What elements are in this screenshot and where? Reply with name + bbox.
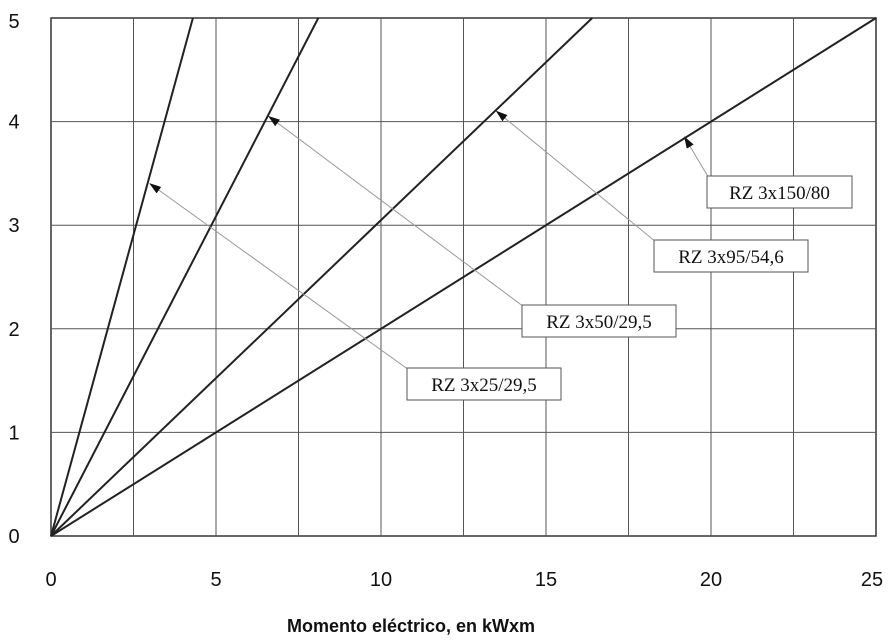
series-label: RZ 3x50/29,5 (546, 312, 652, 333)
series-line (50, 17, 877, 537)
annotation-box (706, 175, 853, 209)
annotation-box (653, 239, 809, 273)
y-tick-labels: 0 1 2 3 4 5 (8, 11, 19, 548)
annotation-box (521, 304, 677, 338)
y-tick-label: 2 (8, 319, 19, 341)
series-label: RZ 3x150/80 (729, 183, 830, 204)
annotation-box (406, 367, 562, 401)
series-line (50, 17, 593, 537)
x-tick-label: 20 (700, 569, 722, 591)
annotation-arrow (684, 136, 711, 181)
x-axis-title: Momento eléctrico, en kWxm (287, 616, 535, 636)
annotation-arrow (267, 115, 525, 308)
series-lines (50, 17, 877, 537)
annotation-arrow (149, 183, 410, 371)
series-label: RZ 3x25/29,5 (431, 375, 537, 396)
x-tick-label: 0 (45, 569, 56, 591)
y-tick-label: 0 (8, 526, 19, 548)
y-tick-label: 3 (8, 215, 19, 237)
y-tick-label: 1 (8, 422, 19, 444)
series-line (50, 17, 194, 537)
x-tick-label: 5 (210, 569, 221, 591)
x-tick-labels: 0 5 10 15 20 25 (45, 569, 883, 591)
annotation-arrow (495, 110, 657, 243)
x-tick-label: 10 (370, 569, 392, 591)
x-tick-label: 15 (535, 569, 557, 591)
series-line (50, 17, 320, 537)
x-tick-label: 25 (861, 569, 883, 591)
y-tick-label: 4 (8, 112, 19, 134)
y-tick-label: 5 (8, 11, 19, 33)
grid (51, 18, 876, 536)
series-label: RZ 3x95/54,6 (678, 247, 784, 268)
annotations: RZ 3x25/29,5 RZ 3x50/29,5 RZ 3x95/54,6 RZ 3… (149, 110, 853, 401)
